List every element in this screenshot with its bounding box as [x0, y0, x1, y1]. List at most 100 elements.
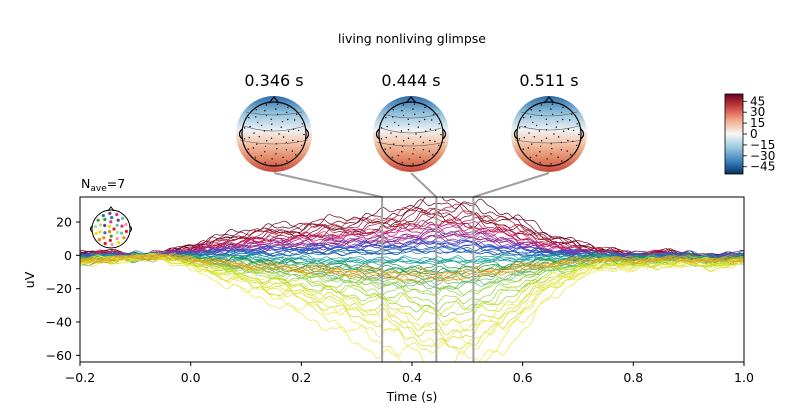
legend-sensor-dot [115, 230, 119, 235]
sensor-dot [528, 132, 530, 134]
sensor-dot [576, 123, 578, 125]
butterfly-plot: −0.2 0.0 0.2 0.4 0.6 0.8 1.0 20 0 −20 −40 −60 Time… [22, 196, 754, 404]
sensor-dot [561, 160, 563, 162]
y-tick-label: −60 [46, 348, 72, 363]
channel-trace [80, 253, 744, 284]
legend-sensor-dot [107, 224, 112, 228]
sensor-dot [546, 123, 548, 125]
sensor-dot [266, 140, 268, 142]
sensor-dot [535, 124, 538, 127]
sensor-dot [386, 125, 388, 128]
sensor-dot [292, 139, 294, 142]
channel-trace [80, 256, 744, 362]
sensor-dot [573, 129, 575, 132]
sensor-dot [407, 118, 409, 120]
sensor-dot [285, 111, 288, 114]
sensor-dot [413, 103, 416, 105]
legend-sensor-dot [115, 212, 119, 217]
x-axis-label: Time (s) [386, 389, 438, 404]
sensor-dot [391, 156, 394, 159]
sensor-dot [545, 137, 548, 139]
sensor-dot [418, 120, 421, 123]
sensor-dot [553, 133, 555, 135]
channel-trace [80, 256, 744, 350]
colorbar-tick-label: 0 [750, 127, 758, 141]
sensor-dot [292, 128, 295, 130]
sensor-dot [403, 140, 405, 142]
topomap-connector [410, 172, 438, 198]
sensor-dot [278, 133, 280, 135]
sensor-dot [260, 154, 263, 157]
sensor-dot [281, 120, 284, 123]
sensor-dot [422, 111, 425, 114]
x-tick-label: 0.2 [291, 370, 311, 385]
sensor-dot [566, 150, 568, 152]
sensor-dot [243, 138, 246, 140]
sensor-dot [407, 137, 410, 139]
sensor-dot [264, 110, 266, 112]
legend-sensor-dot [122, 236, 126, 240]
sensor-dot [301, 123, 303, 125]
sensor-dot [389, 147, 391, 149]
sensor-dot [419, 156, 421, 158]
sensor-dot [277, 113, 279, 115]
sensor-dot [390, 132, 392, 134]
legend-sensor-dot [115, 237, 119, 241]
sensor-dot [546, 158, 548, 160]
sensor-dot [385, 136, 387, 139]
sensor-dot [286, 160, 288, 162]
sensor-dot [562, 106, 564, 109]
sensor-dot [397, 154, 400, 157]
colorbar-tick-label: 30 [750, 105, 765, 119]
sensor-dot [540, 114, 543, 117]
colorbar-gradient [724, 93, 744, 175]
sensor-dot [434, 140, 436, 143]
sensor-dot [522, 148, 524, 150]
sensor-dot [557, 156, 559, 158]
sensor-dot [400, 130, 403, 132]
sensor-dot [560, 111, 563, 114]
sensor-dot [527, 147, 529, 149]
legend-sensor-dot [98, 223, 102, 227]
y-tick-label: 20 [56, 215, 72, 230]
sensor-dot [533, 136, 535, 138]
sensor-dot [556, 120, 559, 123]
sensor-dot [412, 163, 414, 165]
sensor-dot [271, 158, 273, 160]
sensor-dot [254, 156, 257, 159]
topomap-title-1: 0.346 s [244, 71, 303, 90]
sensor-dot [423, 160, 425, 162]
sensor-dot [539, 162, 541, 164]
sensor-dot [523, 136, 525, 139]
sensor-dot [295, 113, 298, 115]
sensor-dot [419, 136, 422, 138]
sensor-legend-head [91, 209, 131, 249]
sensor-dot [285, 141, 288, 144]
nave-symbol: N [81, 176, 90, 191]
sensor-dot [252, 147, 254, 149]
sensor-dot [570, 154, 572, 156]
legend-sensor-dot [94, 231, 98, 236]
sensor-dot [295, 154, 297, 156]
sensor-dot [408, 158, 410, 160]
nave-value: =7 [107, 176, 125, 191]
sensor-dot [285, 149, 288, 151]
sensor-dot [287, 118, 289, 121]
sensor-dot [560, 149, 563, 151]
legend-sensor-dot [103, 223, 107, 228]
sensor-dot [560, 141, 563, 144]
sensor-dot [298, 129, 300, 132]
legend-sensor-dot [124, 229, 128, 233]
sensor-dot [288, 130, 290, 132]
sensor-dot [551, 148, 553, 150]
sensor-dot [431, 119, 433, 121]
sensor-dot [275, 143, 277, 145]
sensor-dot [570, 113, 573, 115]
topomap-title-2: 0.444 s [381, 71, 440, 90]
sensor-dot [545, 118, 547, 120]
x-tick-label: 1.0 [734, 370, 754, 385]
legend-sensor-dot [110, 243, 114, 247]
colorbar-tick-label: −30 [750, 149, 775, 163]
legend-sensor-dot [117, 240, 121, 245]
sensor-dot [253, 132, 255, 134]
